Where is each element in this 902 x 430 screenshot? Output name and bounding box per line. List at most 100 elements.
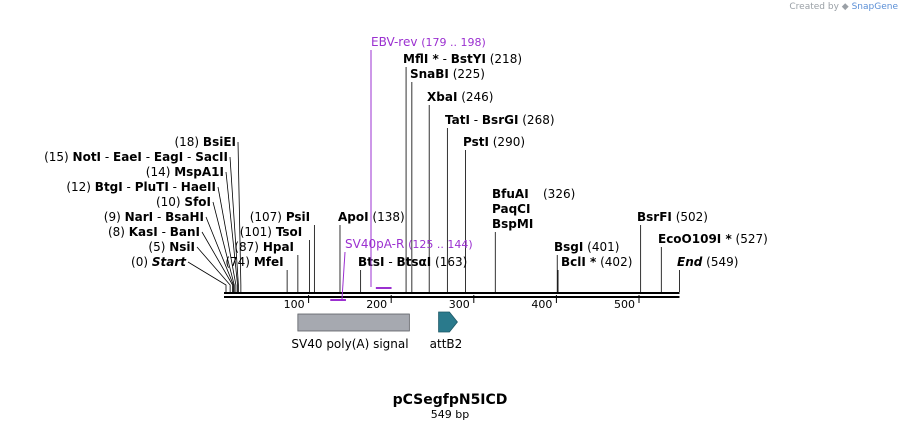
site-label-left: (5) NsiI [148, 240, 195, 254]
snapgene-credit: Created by ◆ SnapGene [789, 2, 898, 12]
site-name[interactable]: NotI [73, 150, 102, 164]
site-position: (18) [174, 135, 202, 149]
site-name[interactable]: SfoI [184, 195, 211, 209]
site-name[interactable]: BtgI [95, 180, 123, 194]
site-position: (527) [732, 232, 768, 246]
site-name[interactable]: EcoO109I * [658, 232, 732, 246]
site-separator: - [153, 210, 165, 224]
site-name[interactable]: PluTI [135, 180, 169, 194]
site-leader [205, 216, 234, 292]
site-name[interactable]: PstI [463, 135, 489, 149]
site-name[interactable]: Start [152, 255, 187, 269]
primer-label-sv40pa-r[interactable]: SV40pA-R (125 .. 144) [345, 237, 473, 251]
site-label-right: XbaI (246) [427, 90, 494, 104]
site-position: (74) [225, 255, 253, 269]
site-name[interactable]: BsiEI [203, 135, 236, 149]
site-separator: - [470, 113, 482, 127]
site-name[interactable]: MfeI [254, 255, 284, 269]
site-label-right: MflI * - BstYI (218) [403, 52, 522, 66]
ruler-tick-label: 200 [366, 298, 387, 311]
snapgene-logo-icon: ◆ [841, 2, 849, 12]
site-position: (549) [702, 255, 738, 269]
ruler-tick-label: 400 [531, 298, 552, 311]
site-separator: - [158, 225, 170, 239]
site-name[interactable]: EaeI [113, 150, 142, 164]
site-leader [212, 201, 235, 292]
site-name[interactable]: TatI [445, 113, 470, 127]
primer-label-ebv-rev[interactable]: EBV-rev (179 .. 198) [371, 35, 486, 49]
site-name[interactable]: End [677, 255, 703, 269]
site-name[interactable]: NsiI [169, 240, 195, 254]
site-name[interactable]: PsiI [286, 210, 310, 224]
site-name[interactable]: BtsαI [396, 255, 431, 269]
site-leader [217, 186, 237, 292]
site-name[interactable]: BspMI [492, 217, 533, 231]
site-leader [225, 171, 238, 292]
site-name[interactable]: XbaI [427, 90, 457, 104]
site-name[interactable]: PaqCI [492, 202, 530, 216]
site-name[interactable]: BclI * [561, 255, 597, 269]
site-name[interactable]: BsrGI [482, 113, 519, 127]
site-name[interactable]: BfuAI [492, 187, 529, 201]
site-name[interactable]: SacII [195, 150, 228, 164]
site-position: (163) [431, 255, 467, 269]
credit-prefix: Created by [789, 2, 839, 12]
site-label-right: ApoI (138) [338, 210, 405, 224]
site-position: (0) [131, 255, 152, 269]
site-position: (268) [518, 113, 554, 127]
site-position: (9) [104, 210, 125, 224]
site-name[interactable]: MspA1I [174, 165, 224, 179]
site-name[interactable]: SnaBI [410, 67, 449, 81]
site-leader [229, 156, 239, 292]
site-label-left: (15) NotI - EaeI - EagI - SacII [44, 150, 228, 164]
site-name[interactable]: BsrFI [637, 210, 672, 224]
site-leader [187, 261, 227, 292]
site-position: (502) [672, 210, 708, 224]
site-label-mid: (107) PsiI [250, 210, 310, 224]
site-label-left: (0) Start [131, 255, 187, 269]
site-position: (8) [108, 225, 129, 239]
site-name[interactable]: BsaHI [165, 210, 204, 224]
site-label-right: End (549) [677, 255, 738, 269]
site-name[interactable]: KasI [129, 225, 158, 239]
site-position: (246) [457, 90, 493, 104]
site-position: (14) [146, 165, 174, 179]
site-separator: - [123, 180, 135, 194]
site-separator: - [169, 180, 181, 194]
site-name[interactable]: HaeII [181, 180, 216, 194]
site-label-right: PstI (290) [463, 135, 525, 149]
site-position: (15) [44, 150, 72, 164]
site-position: (5) [148, 240, 169, 254]
feature-attb2-arrow[interactable] [438, 311, 458, 333]
site-name[interactable]: EagI [154, 150, 183, 164]
site-position: (10) [156, 195, 184, 209]
site-name[interactable]: HpaI [263, 240, 294, 254]
site-name[interactable]: NarI [125, 210, 154, 224]
site-label-right: SnaBI (225) [410, 67, 485, 81]
feature-sv40-polya-signal[interactable] [297, 313, 410, 332]
site-position: (107) [250, 210, 286, 224]
site-position: (290) [489, 135, 525, 149]
site-label-left: (18) BsiEI [174, 135, 236, 149]
site-label-left: (14) MspA1I [146, 165, 224, 179]
site-label-right: TatI - BsrGI (268) [445, 113, 555, 127]
site-label-mid: (74) MfeI [225, 255, 283, 269]
site-name[interactable]: BsgI [554, 240, 583, 254]
ruler-tick-label: 100 [284, 298, 305, 311]
site-name[interactable]: BstYI [451, 52, 486, 66]
site-name[interactable]: ApoI [338, 210, 369, 224]
plasmid-length: 549 bp [431, 408, 469, 421]
site-position: (225) [449, 67, 485, 81]
site-position: (218) [486, 52, 522, 66]
primer-leader-sv40pa-r [341, 251, 346, 300]
site-position: (87) [234, 240, 262, 254]
site-separator: - [183, 150, 195, 164]
site-name[interactable]: BanI [170, 225, 200, 239]
ruler-tick-label: 300 [449, 298, 470, 311]
site-name[interactable]: TsoI [276, 225, 302, 239]
site-label-left: (10) SfoI [156, 195, 211, 209]
site-name[interactable]: MflI * [403, 52, 439, 66]
site-label-right: EcoO109I * (527) [658, 232, 768, 246]
primer-range: (179 .. 198) [421, 36, 486, 49]
